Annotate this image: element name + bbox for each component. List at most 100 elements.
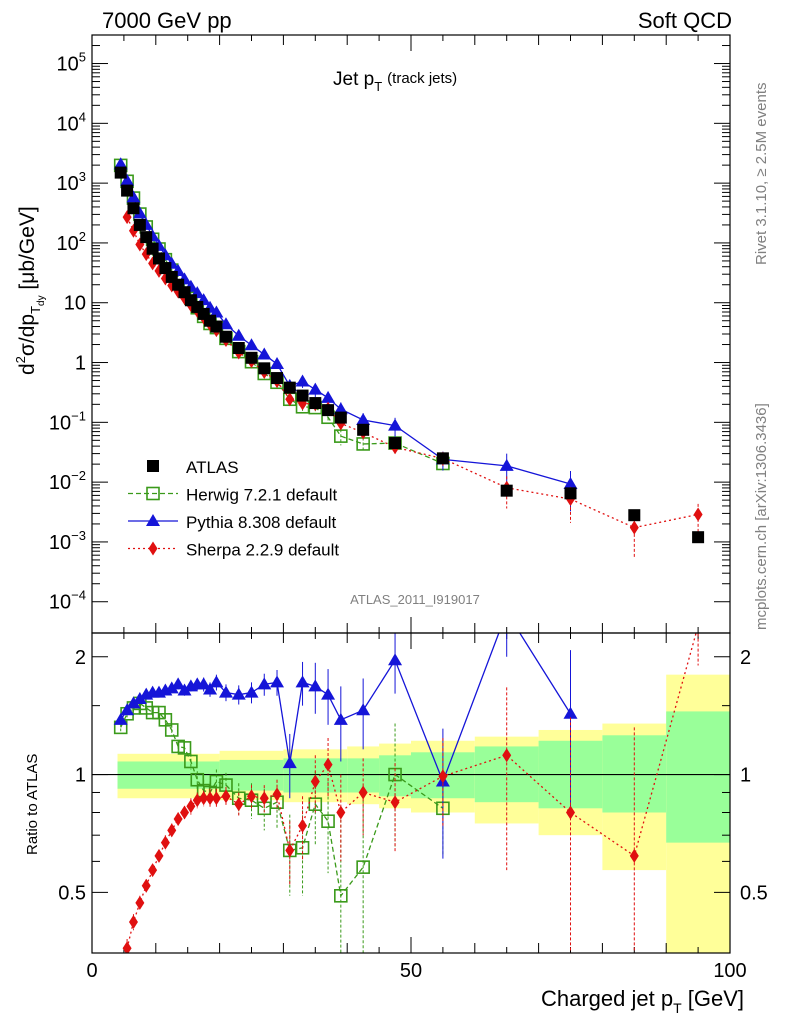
ratio-point <box>128 915 138 930</box>
atlas-point <box>296 389 309 402</box>
ratio-point <box>234 797 244 812</box>
atlas-point <box>309 397 322 410</box>
y-tick-label: 10−1 <box>49 408 86 434</box>
y-tick-mantissa: 10 <box>49 472 71 494</box>
y-tick-mantissa: 10 <box>49 592 71 614</box>
ratio-point <box>177 741 192 755</box>
ratio-point <box>192 793 202 808</box>
legend-label: Herwig 7.2.1 default <box>186 486 337 505</box>
y-tick-exponent: 5 <box>79 50 86 65</box>
main-point <box>333 402 348 415</box>
ratio-point <box>321 814 335 829</box>
ratio-point <box>356 703 371 716</box>
ratio-point <box>390 795 400 810</box>
y-tick-exponent: −3 <box>71 528 86 543</box>
ratio-point <box>563 706 578 719</box>
ratio-point <box>199 791 209 806</box>
y-tick-mantissa: 10 <box>49 532 71 554</box>
y-tick-mantissa: 10 <box>49 412 71 434</box>
ratio-frame <box>91 632 731 954</box>
atlas-point <box>564 487 577 500</box>
ratio-point <box>218 685 233 698</box>
ratio-point <box>257 677 272 690</box>
legend-label: Sherpa 2.2.9 default <box>186 541 339 560</box>
y-tick-mantissa: 10 <box>64 293 86 315</box>
main-point <box>388 418 403 431</box>
legend-marker <box>146 486 160 501</box>
atlas-point <box>140 231 153 244</box>
y-tick-label: 104 <box>57 109 86 135</box>
ratio-point <box>177 683 192 696</box>
atlas-point <box>389 437 402 450</box>
ratio-point <box>132 691 147 704</box>
main-point <box>244 338 259 351</box>
ratio-point <box>203 682 218 695</box>
ratio-band-green <box>666 711 730 843</box>
main-point <box>218 317 233 330</box>
atlas-point <box>271 372 284 385</box>
ratio-point <box>211 791 221 806</box>
main-point <box>321 390 336 403</box>
main-point <box>308 382 323 395</box>
ratio-point <box>135 895 145 910</box>
x-tick-label: 100 <box>713 960 746 982</box>
ratio-point <box>629 848 639 863</box>
ratio-point <box>285 843 295 858</box>
main-point <box>257 347 272 360</box>
y-tick-label: 103 <box>57 169 86 195</box>
y-tick-exponent: 4 <box>79 109 86 124</box>
atlas-point <box>146 242 159 255</box>
ratio-point <box>184 754 198 769</box>
y-tick-exponent: −1 <box>71 408 86 423</box>
atlas-point <box>152 252 165 265</box>
ratio-point <box>113 712 128 725</box>
y-tick-exponent: −2 <box>71 468 86 483</box>
y-tick-mantissa: 10 <box>57 54 79 76</box>
ratio-point <box>164 723 179 737</box>
y-tick-exponent: 3 <box>79 169 86 184</box>
ratio-point <box>244 685 259 698</box>
ratio-point <box>186 799 196 814</box>
main-series-line <box>120 164 571 485</box>
main-point <box>231 328 246 341</box>
main-point <box>113 157 128 170</box>
ratio-y-tick-label: 0.5 <box>58 882 86 904</box>
plot-title-suffix: (track jets) <box>387 70 457 87</box>
ratio-point <box>259 791 269 806</box>
ratio-point <box>321 687 336 700</box>
legend-marker <box>146 514 160 526</box>
ratio-point <box>308 679 323 692</box>
atlas-point <box>210 320 223 333</box>
atlas-point <box>500 484 513 497</box>
ratio-y-tick-label: 1 <box>75 765 86 787</box>
side-label-bottom: mcplots.cern.ch [arXiv:1306.3436] <box>753 403 770 630</box>
y-tick-mantissa: 10 <box>57 173 79 195</box>
main-point <box>295 374 310 387</box>
atlas-point <box>357 423 370 436</box>
y-tick-label: 1 <box>75 353 86 375</box>
ratio-point <box>231 687 246 700</box>
ratio-point <box>323 757 333 772</box>
ratio-point <box>167 823 177 838</box>
ratio-point <box>171 677 186 690</box>
ratio-point <box>500 605 514 617</box>
plot-title-sub: T <box>374 79 382 94</box>
ratio-point <box>164 681 179 694</box>
atlas-point <box>219 330 232 343</box>
ratio-point <box>272 787 282 802</box>
main-point <box>499 458 514 471</box>
ratio-point <box>502 748 512 763</box>
ratio-point <box>295 675 310 688</box>
atlas-point <box>283 381 296 394</box>
y-tick-label: 10−4 <box>49 588 86 614</box>
y-tick-label: 10 <box>64 293 86 315</box>
ratio-point <box>122 941 132 953</box>
atlas-point <box>628 509 641 522</box>
ratio-point <box>160 835 170 850</box>
y-tick-mantissa: 10 <box>57 113 79 135</box>
header-right: Soft QCD <box>638 8 732 33</box>
main-point <box>629 520 639 535</box>
atlas-point <box>127 202 140 215</box>
ratio-point <box>221 789 231 804</box>
